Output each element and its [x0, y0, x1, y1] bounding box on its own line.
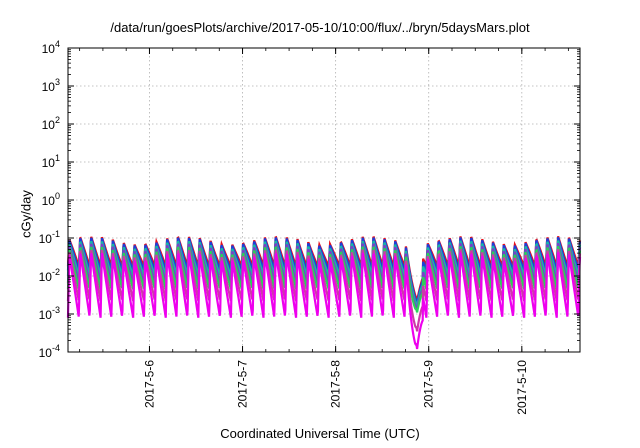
series-line-6 [66, 252, 582, 350]
x-tick-label: 2017-5-10 [515, 360, 529, 415]
y-tick-label: 102 [42, 115, 60, 132]
y-tick-label: 100 [42, 191, 60, 208]
x-tick-label: 2017-5-9 [422, 360, 436, 408]
x-axis-label: Coordinated Universal Time (UTC) [220, 426, 420, 441]
y-tick-label: 103 [42, 77, 60, 94]
x-tick-label: 2017-5-6 [142, 360, 156, 408]
chart-title: /data/run/goesPlots/archive/2017-05-10/1… [110, 20, 530, 35]
y-tick-label: 101 [42, 153, 60, 170]
y-tick-label: 10-2 [39, 267, 60, 284]
y-tick-label: 104 [42, 39, 60, 56]
y-tick-label: 10-3 [39, 305, 60, 322]
y-tick-label: 10-1 [39, 229, 60, 246]
x-tick-label: 2017-5-7 [236, 360, 250, 408]
y-tick-label: 10-4 [39, 343, 60, 360]
x-tick-label: 2017-5-8 [329, 360, 343, 408]
